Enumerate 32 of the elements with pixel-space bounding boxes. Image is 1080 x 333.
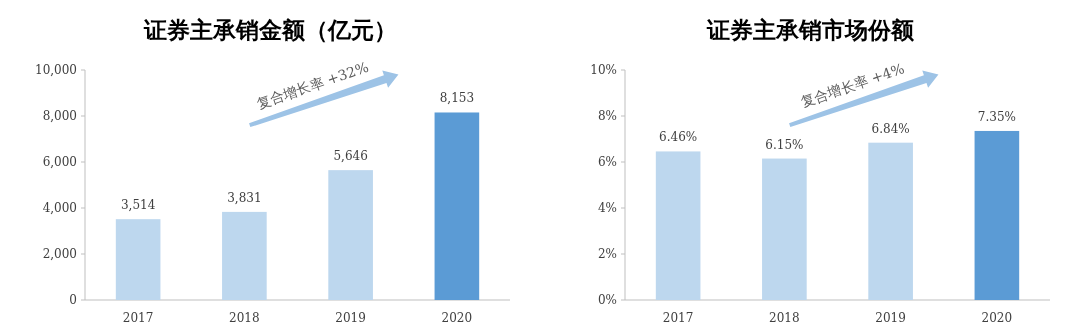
y-tick-label: 6,000 (42, 155, 77, 169)
data-label: 6.46% (659, 130, 698, 145)
y-tick-label: 6% (597, 155, 617, 169)
y-tick-label: 8,000 (42, 109, 77, 123)
data-label: 3,514 (120, 198, 156, 213)
data-label: 8,153 (439, 91, 475, 106)
y-tick-label: 0% (597, 293, 617, 307)
y-tick-label: 2% (597, 247, 617, 261)
y-tick-label: 4% (597, 201, 617, 215)
x-tick-label: 2018 (769, 311, 800, 325)
data-label: 7.35% (977, 109, 1016, 124)
data-label: 3,831 (227, 190, 262, 205)
x-tick-label: 2019 (335, 311, 366, 325)
x-tick-label: 2017 (122, 311, 154, 325)
chart-title: 证券主承销市场份额 (705, 16, 915, 43)
data-label: 6.15% (765, 137, 804, 152)
data-label: 5,646 (333, 149, 368, 164)
y-tick-label: 4,000 (42, 201, 77, 215)
x-tick-label: 2019 (875, 311, 906, 325)
y-tick-label: 10,000 (35, 63, 77, 77)
data-label: 6.84% (871, 121, 910, 136)
y-tick-label: 0 (69, 293, 77, 307)
x-tick-label: 2020 (441, 311, 473, 325)
y-tick-label: 8% (597, 109, 617, 123)
annotation: 复合增长率 +32% (254, 58, 371, 112)
y-tick-label: 10% (590, 63, 617, 77)
chart-title: 证券主承销金额（亿元） (142, 16, 397, 43)
x-tick-label: 2017 (662, 311, 694, 325)
annotation: 复合增长率 +4% (798, 60, 907, 111)
x-tick-label: 2018 (229, 311, 260, 325)
x-tick-label: 2020 (981, 311, 1013, 325)
y-tick-label: 2,000 (42, 247, 77, 261)
